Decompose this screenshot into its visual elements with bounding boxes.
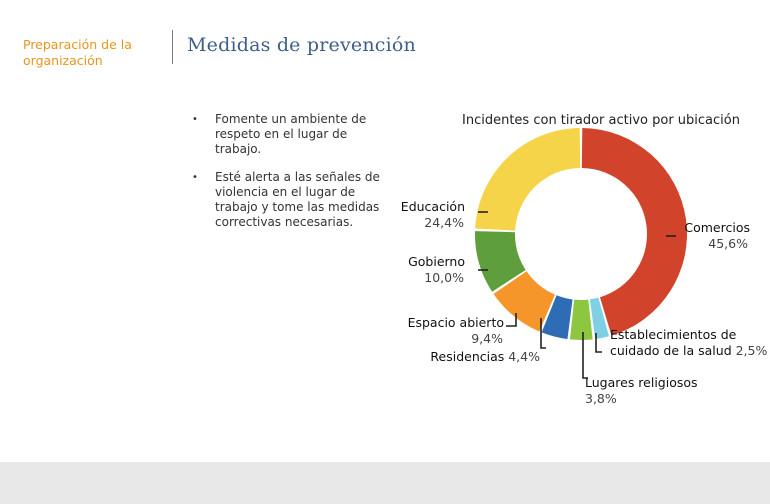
- label-comercios: Comercios: [684, 220, 750, 235]
- slice-1: [581, 128, 687, 336]
- value-lugares-religiosos: 3,8%: [585, 391, 617, 406]
- chart-title: Incidentes con tirador activo por ubicac…: [462, 113, 740, 128]
- bullet-list: Fomente un ambiente de respeto en el lug…: [192, 112, 397, 243]
- bullet-item: Esté alerta a las señales de violencia e…: [192, 170, 397, 230]
- leader-line-3: [506, 313, 517, 327]
- slice-2: [589, 297, 609, 340]
- bullet-item: Fomente un ambiente de respeto en el lug…: [192, 112, 397, 157]
- value-residencias: 4,4%: [508, 349, 540, 364]
- value-salud: 2,5%: [736, 343, 768, 358]
- label-espacio-abierto: Espacio abierto: [408, 315, 504, 330]
- label-educacion: Educación: [401, 199, 465, 214]
- slice-3: [570, 299, 593, 340]
- value-comercios: 45,6%: [708, 236, 748, 251]
- label-lugares-religiosos: Lugares religiosos: [585, 375, 698, 390]
- slice-7: [475, 128, 581, 231]
- leader-line-6: [582, 332, 588, 379]
- slice-4: [541, 295, 573, 340]
- label-salud: Establecimientos de: [610, 327, 737, 342]
- leader-line-5: [595, 333, 602, 353]
- section-label: Preparación de la organización: [23, 37, 132, 68]
- leader-line-4: [540, 318, 546, 349]
- footer-bar: [0, 462, 770, 504]
- slide-title: Medidas de prevención: [187, 34, 416, 56]
- value-espacio-abierto: 9,4%: [471, 331, 503, 346]
- slice-5: [493, 271, 556, 332]
- value-gobierno: 10,0%: [424, 270, 464, 285]
- header-divider: [172, 30, 173, 64]
- label-residencias: Residencias 4,4%: [430, 349, 540, 364]
- label-gobierno: Gobierno: [408, 254, 465, 269]
- leader-lines: [478, 211, 676, 379]
- donut-slices: [474, 128, 687, 340]
- slice-6: [474, 231, 526, 292]
- value-educacion: 24,4%: [424, 215, 464, 230]
- label-salud-line2: cuidado de la salud 2,5%: [610, 343, 767, 358]
